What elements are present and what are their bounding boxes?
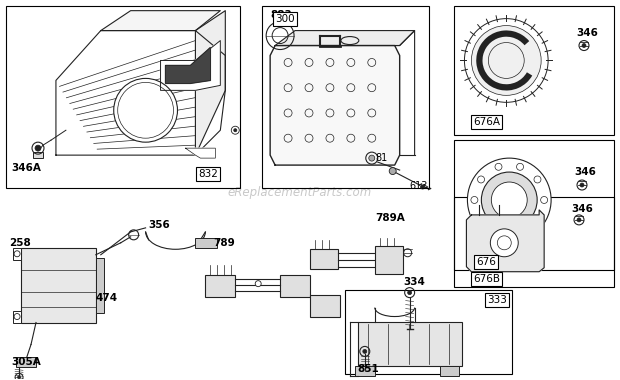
Circle shape	[491, 182, 527, 218]
Circle shape	[481, 172, 537, 228]
Circle shape	[113, 78, 177, 142]
Bar	[16, 357, 36, 367]
Bar	[262, 6, 428, 188]
Bar	[13, 248, 21, 260]
Text: 81: 81	[376, 153, 388, 163]
Circle shape	[471, 196, 478, 203]
Text: eReplacementParts.com: eReplacementParts.com	[228, 187, 372, 200]
Text: 334: 334	[404, 277, 425, 287]
Circle shape	[467, 158, 551, 242]
Circle shape	[420, 185, 425, 189]
Circle shape	[577, 218, 581, 222]
Text: 789A: 789A	[374, 213, 404, 223]
Bar	[21, 248, 95, 323]
Text: 258: 258	[9, 238, 31, 248]
Bar	[440, 366, 459, 376]
Bar	[310, 294, 340, 317]
Bar	[358, 321, 463, 366]
Circle shape	[516, 230, 523, 237]
Polygon shape	[275, 30, 415, 46]
Polygon shape	[161, 41, 220, 90]
Circle shape	[495, 230, 502, 237]
Circle shape	[490, 229, 518, 257]
Circle shape	[497, 236, 511, 250]
Bar	[280, 275, 310, 297]
Bar	[205, 275, 235, 297]
Text: 333: 333	[487, 294, 507, 305]
Text: 883: 883	[270, 10, 292, 20]
Polygon shape	[185, 148, 215, 158]
Bar	[454, 197, 614, 287]
Text: 300: 300	[275, 14, 295, 24]
Circle shape	[389, 168, 396, 174]
Text: 474: 474	[95, 293, 118, 302]
Circle shape	[35, 145, 41, 151]
Text: 305A: 305A	[11, 357, 41, 367]
Bar	[355, 366, 374, 376]
Bar	[95, 258, 104, 313]
Text: 676A: 676A	[473, 117, 500, 127]
Text: 676B: 676B	[473, 274, 500, 284]
Circle shape	[369, 155, 374, 161]
Circle shape	[541, 196, 547, 203]
Circle shape	[516, 163, 523, 170]
Text: 832: 832	[198, 169, 218, 179]
Bar	[374, 246, 402, 274]
Text: 346: 346	[571, 204, 593, 214]
Circle shape	[534, 176, 541, 183]
Polygon shape	[195, 11, 225, 155]
Bar	[33, 152, 43, 158]
Circle shape	[363, 350, 367, 353]
Text: 356: 356	[149, 220, 170, 230]
Polygon shape	[166, 48, 210, 83]
Circle shape	[17, 376, 20, 379]
Text: 851: 851	[358, 364, 379, 374]
Bar	[6, 6, 241, 188]
Polygon shape	[56, 30, 225, 155]
Circle shape	[407, 291, 412, 294]
Text: 346: 346	[574, 167, 596, 177]
Circle shape	[255, 281, 261, 287]
Polygon shape	[270, 46, 400, 165]
Text: 676: 676	[476, 257, 496, 267]
Circle shape	[495, 163, 502, 170]
Bar	[13, 310, 21, 323]
Text: 346A: 346A	[11, 163, 41, 173]
Bar	[310, 249, 338, 269]
Circle shape	[477, 176, 485, 183]
Bar	[345, 290, 512, 374]
Polygon shape	[466, 210, 544, 272]
Circle shape	[471, 25, 541, 95]
Bar	[195, 238, 218, 248]
Text: 789: 789	[213, 238, 235, 248]
Text: 346: 346	[576, 28, 598, 38]
Circle shape	[580, 183, 584, 187]
Text: 613: 613	[410, 181, 428, 191]
Bar	[454, 6, 614, 135]
Circle shape	[234, 129, 237, 132]
Bar	[454, 140, 614, 270]
Circle shape	[464, 19, 548, 102]
Circle shape	[582, 44, 586, 48]
Circle shape	[534, 217, 541, 224]
Circle shape	[477, 217, 485, 224]
Polygon shape	[101, 11, 220, 30]
